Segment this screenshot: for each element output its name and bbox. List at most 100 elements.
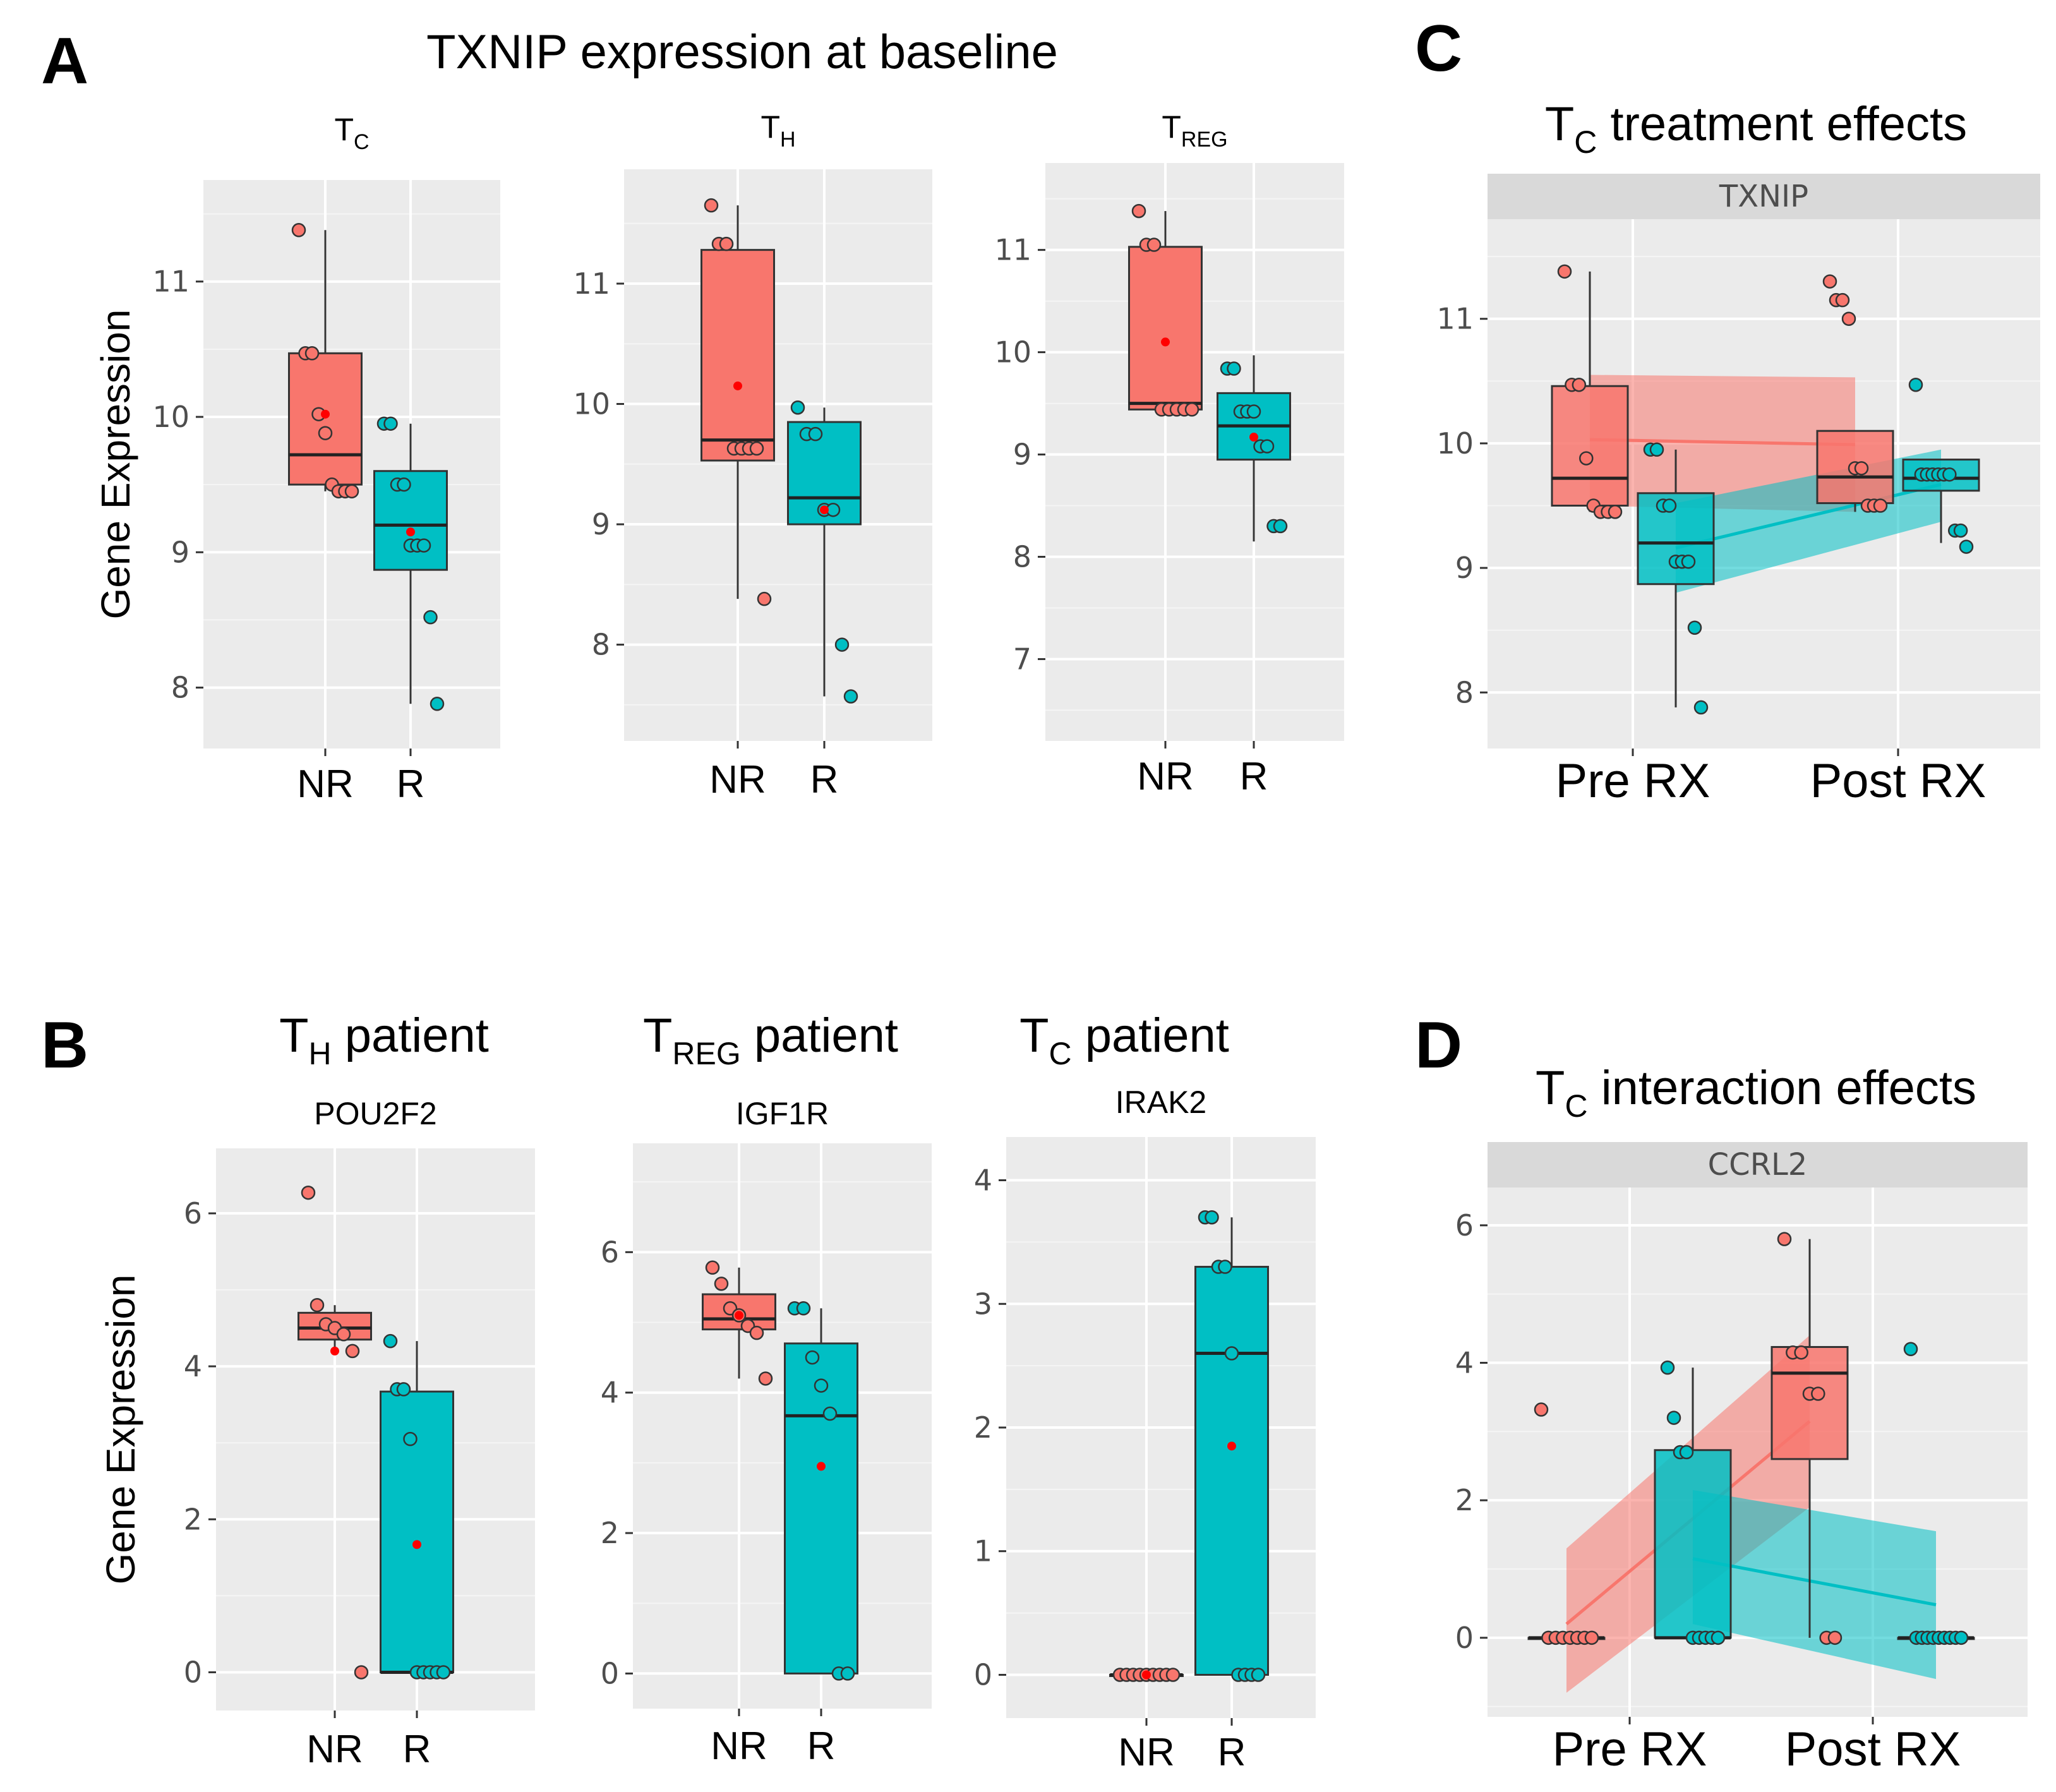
data-point [814,1378,829,1393]
y-tick-label: 8 [1013,539,1031,574]
data-point [796,1301,811,1316]
data-point [291,223,306,238]
panel-letter-d: D [1415,1009,1462,1082]
x-category-label: NR [306,1728,363,1771]
data-point [383,1333,398,1349]
data-point [1854,461,1869,476]
data-point [843,689,858,704]
data-point [1584,1630,1599,1645]
chart-A_treg: 7 8 9 10 11 TREG NR R [994,109,1344,798]
y-tick-label: 3 [974,1287,992,1321]
data-point [318,426,333,440]
y-tick-label: 9 [1013,438,1031,472]
x-category-label: Pre RX [1553,1723,1707,1776]
chart-D_tc: CCRL2 0 2 4 6 Pre RX Post RX [1455,1142,2028,1776]
data-point [1908,377,1923,392]
chart-A_th: 8 9 10 11 TH NR R [573,109,932,802]
mean-point [1161,337,1170,347]
y-tick-label: 9 [592,507,610,541]
data-point [790,400,805,415]
data-point [1146,238,1162,252]
data-point [1218,1260,1232,1274]
mean-point [412,1540,421,1549]
y-tick-label: 4 [184,1349,202,1383]
data-point [430,697,445,711]
panel-letter-b: B [41,1009,88,1082]
fit-line [1589,438,1856,447]
mean-point [817,1462,826,1471]
y-tick-label: 4 [1455,1346,1474,1380]
panel-letter-c: C [1415,12,1462,85]
data-point [840,1666,855,1681]
data-point [1679,1445,1694,1460]
data-point [757,591,772,606]
box [373,470,448,571]
data-point [1954,1630,1969,1645]
y-tick-label: 10 [573,387,610,421]
y-tick-label: 6 [184,1196,202,1230]
box [1551,385,1629,507]
data-point [1131,203,1146,219]
x-category-label: Post RX [1785,1723,1961,1776]
x-category-label: NR [709,758,766,802]
y-tick-label: 1 [974,1534,992,1568]
data-point [1184,402,1199,417]
data-point [310,1297,325,1313]
data-point [1259,439,1275,454]
data-point [1777,1232,1792,1246]
y-tick-label: 2 [1455,1483,1474,1517]
fit-line [1692,1557,1937,1607]
title-b-treg: TREG patient [643,1009,898,1071]
data-point [805,1350,820,1365]
data-point [822,1406,838,1421]
y-tick-label: 11 [994,233,1031,267]
y-tick-label: 11 [573,267,610,301]
data-point [1841,311,1856,326]
y-tick-label: 9 [171,535,189,569]
x-category-label: R [1240,755,1268,798]
data-point [1693,700,1709,715]
y-tick-label: 8 [1455,675,1474,709]
box [1770,1345,1849,1460]
data-point [336,1326,351,1342]
y-tick-label: 0 [974,1657,992,1692]
y-tick-label: 6 [601,1235,619,1269]
box [380,1390,454,1673]
panel-title: TH [760,109,795,152]
data-point [1835,292,1850,308]
data-point [403,1431,418,1446]
data-point [1246,404,1261,419]
x-category-label: R [807,1724,836,1768]
chart-B_tc: 0 1 2 3 4 IRAK2 NR R [974,1085,1316,1774]
panel-title: IGF1R [736,1096,829,1131]
box [1194,1266,1269,1676]
mean-point [1227,1441,1236,1451]
y-tick-label: 0 [601,1656,619,1690]
data-point [1662,498,1677,513]
data-point [1822,274,1837,289]
facet-strip [1488,174,2040,219]
data-point [1827,1630,1843,1645]
title-b-th: TH patient [279,1009,489,1071]
x-category-label: Pre RX [1556,754,1710,808]
panel-title: TC [334,112,369,154]
y-tick-label: 4 [974,1164,992,1198]
y-axis-label: Gene Expression [98,1275,143,1585]
data-point [396,1382,411,1397]
y-tick-label: 8 [592,628,610,662]
fit-line [1675,483,1942,550]
data-point [1959,539,1974,554]
mean-point [735,1311,743,1320]
data-point [714,1277,729,1291]
x-category-label: NR [1118,1731,1175,1774]
y-tick-label: 0 [184,1655,202,1689]
data-point [704,198,719,213]
y-tick-label: 8 [171,671,189,705]
data-point [416,538,431,553]
mean-point [330,1346,339,1356]
data-point [1557,264,1572,279]
y-tick-label: 0 [1455,1621,1474,1655]
box [288,352,363,486]
data-point [1710,1630,1726,1645]
